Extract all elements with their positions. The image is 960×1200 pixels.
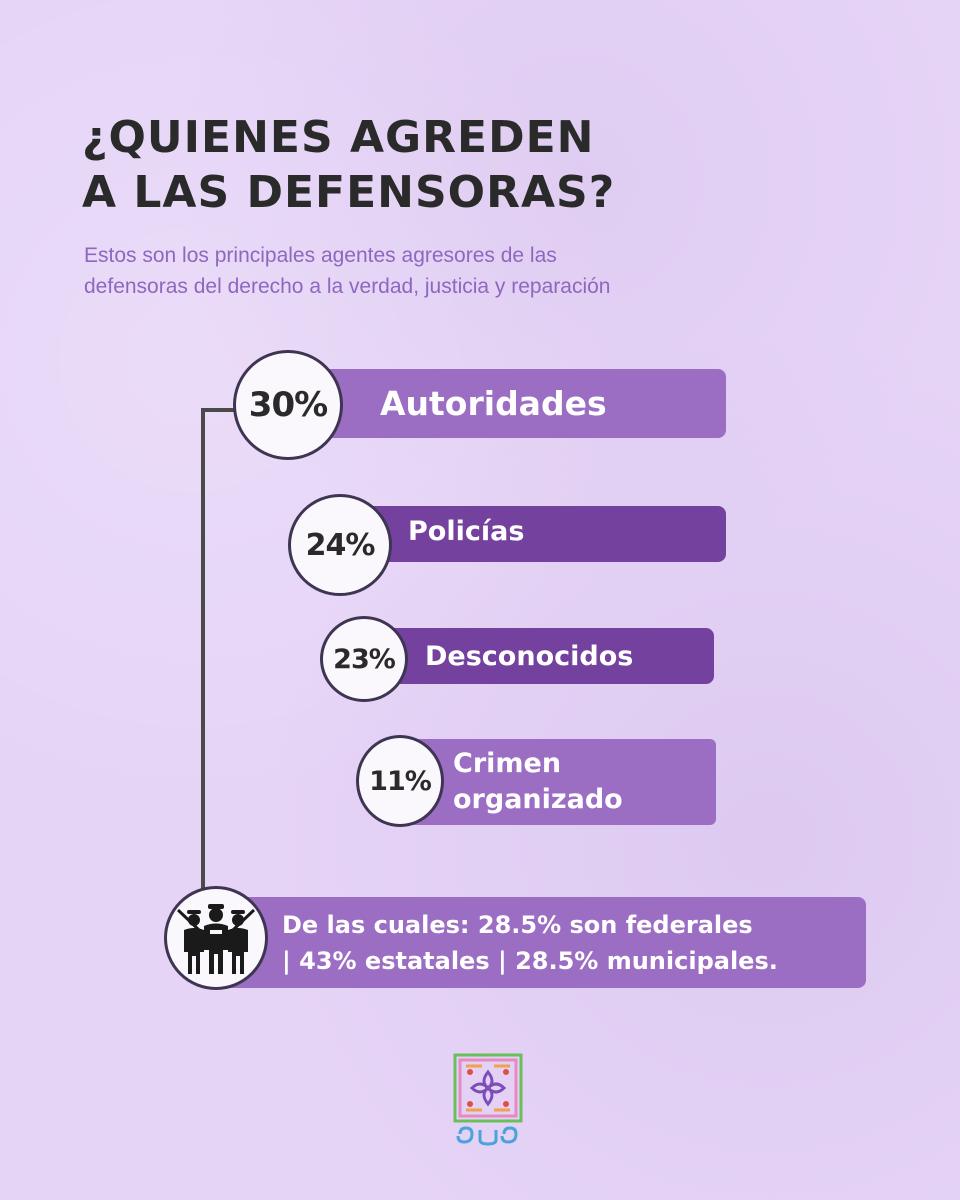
percent-circle-desconocidos: 23% xyxy=(320,616,408,702)
page-title: ¿QUIENES AGREDEN A LAS DEFENSORAS? xyxy=(82,110,615,220)
police-officers-icon xyxy=(176,904,256,974)
police-circle xyxy=(164,886,268,990)
percent-policias: 24% xyxy=(305,527,376,563)
title-line-2: A LAS DEFENSORAS? xyxy=(82,167,616,218)
percent-circle-autoridades: 30% xyxy=(233,350,343,460)
bar-policias: Policías xyxy=(360,506,726,562)
label-desconocidos: Desconocidos xyxy=(425,640,634,672)
connector-vertical-line xyxy=(201,408,205,892)
label-policias: Policías xyxy=(408,515,525,547)
bar-autoridades: Autoridades xyxy=(300,369,726,438)
bar-desconocidos: Desconocidos xyxy=(380,628,714,684)
organization-logo xyxy=(453,1053,523,1146)
subtitle: Estos son los principales agentes agreso… xyxy=(84,240,610,302)
note-line-1: De las cuales: 28.5% son federales xyxy=(282,910,753,939)
bar-note: De las cuales: 28.5% son federales | 43%… xyxy=(230,897,866,988)
label-crimen-line-2: organizado xyxy=(453,784,623,815)
title-line-1: ¿QUIENES AGREDEN xyxy=(82,112,595,163)
percent-circle-policias: 24% xyxy=(288,494,392,596)
note-line-2: | 43% estatales | 28.5% municipales. xyxy=(282,946,778,975)
subtitle-line-2: defensoras del derecho a la verdad, just… xyxy=(84,275,611,298)
percent-autoridades: 30% xyxy=(248,385,328,425)
note-text: De las cuales: 28.5% son federales | 43%… xyxy=(282,907,778,979)
connector-horizontal-line xyxy=(201,408,241,412)
percent-crimen-organizado: 11% xyxy=(369,765,432,797)
percent-circle-crimen-organizado: 11% xyxy=(356,735,444,827)
label-crimen-line-1: Crimen xyxy=(453,748,562,779)
percent-desconocidos: 23% xyxy=(333,643,396,675)
label-autoridades: Autoridades xyxy=(380,384,607,423)
bar-crimen-organizado: Crimen organizado xyxy=(412,739,716,825)
label-crimen-organizado: Crimen organizado xyxy=(453,746,623,818)
subtitle-line-1: Estos son los principales agentes agreso… xyxy=(84,244,557,267)
